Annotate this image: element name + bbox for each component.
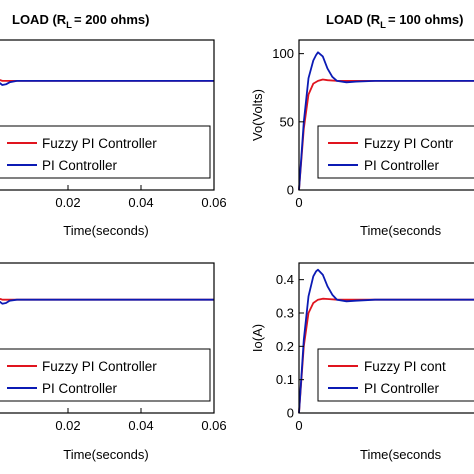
y-tick-label: 0.1 — [276, 372, 294, 387]
legend-box-top-left — [0, 125, 211, 179]
series-line-pi — [298, 51, 474, 191]
panel-top-left: LOAD (RL = 200 ohms) 0.02 0.04 0.06 Time(se… — [0, 12, 227, 238]
legend-label-fuzzy-tr: Fuzzy PI Contr — [364, 136, 454, 151]
legend-label-pi-bl: PI Controller — [42, 381, 118, 396]
legend-label-fuzzy-bl: Fuzzy PI Controller — [42, 359, 157, 374]
xlabel-bottom-left: Time(seconds) — [63, 447, 148, 462]
y-tick-label: 0 — [287, 406, 294, 421]
x-tick-label: 0 — [295, 195, 302, 210]
xlabel-top-right: Time(seconds — [360, 223, 442, 238]
ticks-top-right: 00.02050100 — [272, 46, 304, 210]
x-tick-label: 0 — [295, 418, 302, 433]
series-line-pi — [0, 298, 214, 305]
axes-box-bottom-left — [0, 262, 215, 414]
plot-lines-bottom-left — [0, 298, 214, 305]
legend-label-pi-br: PI Controller — [364, 381, 440, 396]
legend-label-fuzzy-br: Fuzzy PI cont — [364, 359, 446, 374]
legend-top-left: Fuzzy PI Controller PI Controller — [0, 125, 211, 179]
y-tick-label: 0.2 — [276, 339, 294, 354]
x-tick-label: 0.02 — [55, 418, 80, 433]
legend-label-pi: PI Controller — [42, 158, 118, 173]
axes-box-bottom-right — [298, 262, 474, 414]
y-tick-label: 50 — [280, 114, 294, 129]
series-line-pi — [298, 268, 474, 414]
x-tick-label: 0.04 — [128, 195, 153, 210]
legend-top-right: Fuzzy PI Contr PI Controller — [317, 125, 474, 179]
y-tick-label: 0.3 — [276, 306, 294, 321]
legend-box-bottom-right — [317, 348, 474, 402]
x-ticks-bottom-left: 0.02 0.04 0.06 — [55, 408, 227, 433]
title-top-left: LOAD (RL = 200 ohms) — [12, 12, 150, 31]
y-tick-label: 100 — [272, 46, 294, 61]
panel-top-right: LOAD (RL= 100 ohms) 00.02050100 Vo(Volts… — [250, 12, 474, 238]
legend-label-pi-tr: PI Controller — [364, 158, 440, 173]
legend-bottom-left: Fuzzy PI Controller PI Controller — [0, 348, 211, 402]
legend-bottom-right: Fuzzy PI cont PI Controller — [317, 348, 474, 402]
title-top-right: LOAD (RL = 100 ohms) — [326, 12, 464, 31]
legend-label-fuzzy: Fuzzy PI Controller — [42, 136, 157, 151]
legend-box-bottom-left — [0, 348, 211, 402]
plot-lines-top-right — [298, 51, 474, 191]
x-tick-label: 0.06 — [201, 195, 226, 210]
y-tick-label: 0 — [287, 183, 294, 198]
ylabel-bottom-right: Io(A) — [250, 324, 265, 352]
axes-box-top-right — [298, 39, 474, 191]
xlabel-bottom-right: Time(seconds — [360, 447, 442, 462]
x-tick-label: 0.04 — [128, 418, 153, 433]
xlabel-top-left: Time(seconds) — [63, 223, 148, 238]
ticks-bottom-right: 00.0200.10.20.30.4 — [276, 272, 304, 433]
series-line-fuzzy — [298, 297, 474, 414]
plot-lines-bottom-right — [298, 268, 474, 414]
series-line-fuzzy — [0, 298, 214, 301]
panel-bottom-left: 0.02 0.04 0.06 Time(seconds) Fuzzy PI Cont… — [0, 262, 227, 462]
series-line-fuzzy — [298, 78, 474, 191]
ylabel-top-right: Vo(Volts) — [250, 89, 265, 141]
plot-lines-top-left — [0, 79, 214, 86]
axes-box-top-left — [0, 39, 215, 191]
y-tick-label: 0.4 — [276, 272, 294, 287]
series-line-pi — [0, 80, 214, 86]
legend-box-top-right — [317, 125, 474, 179]
x-ticks-top-left: 0.02 0.04 0.06 — [55, 185, 227, 210]
x-tick-label: 0.06 — [201, 418, 226, 433]
series-line-fuzzy — [0, 79, 214, 82]
x-tick-label: 0.02 — [55, 195, 80, 210]
panel-bottom-right: 00.0200.10.20.30.4 Io(A) Time(seconds Fu… — [250, 262, 474, 462]
